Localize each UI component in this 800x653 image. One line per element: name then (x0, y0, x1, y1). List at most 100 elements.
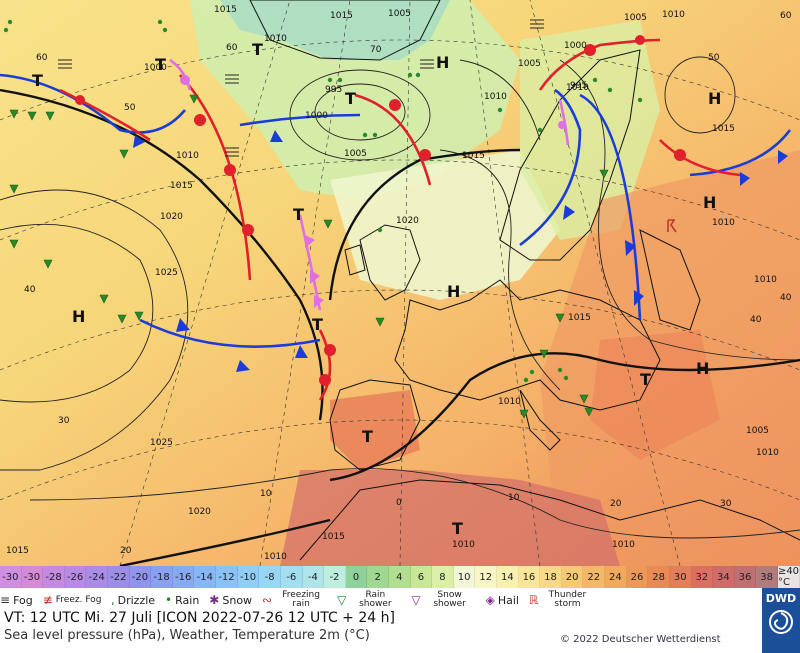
legend-swatch: -20 (129, 566, 152, 588)
legend-swatch: -22 (108, 566, 130, 588)
legend-swatch: -8 (259, 566, 281, 588)
legend-swatch: 24 (605, 566, 627, 588)
legend-label: Drizzle (117, 593, 156, 607)
symbol-legend: ≡ Fog ≢ Freez. Fog ⸴ Drizzle • Rain ✱ Snow ∾ Freezi… (0, 588, 762, 612)
isobar-label: 1005 (518, 59, 541, 69)
dwd-logo-text: DWD (765, 592, 797, 605)
legend-swatch: 22 (583, 566, 606, 588)
legend-swatch: ≥40 °C (777, 566, 800, 588)
hail-icon: ◈ (485, 593, 495, 607)
graticule (0, 0, 800, 566)
legend-swatch: 16 (518, 566, 541, 588)
legend-swatch: 32 (691, 566, 714, 588)
latitude-label: 50 (124, 103, 136, 113)
legend-swatch: -10 (237, 566, 260, 588)
legend-freezing-rain: ∾ Freezing rain (262, 591, 327, 609)
isobar-label: 1010 (452, 540, 475, 550)
legend-swatch: -14 (194, 566, 217, 588)
map-subtitle: Sea level pressure (hPa), Weather, Tempe… (4, 628, 370, 643)
legend-swatch: 38 (756, 566, 778, 588)
rain-symbols (3, 19, 643, 383)
isobar-label: 1010 (484, 92, 507, 102)
thunderstorm-symbols (667, 219, 677, 233)
longitude-label: 70 (370, 45, 382, 55)
isobar-label: 1010 (612, 540, 635, 550)
latitude-label: 40 (750, 315, 762, 325)
legend-swatch: 6 (410, 566, 433, 588)
legend-swatch: -30 (21, 566, 44, 588)
legend-drizzle: ⸴ Drizzle (111, 592, 155, 609)
snow-shower-icon: ▽ (411, 593, 421, 607)
legend-label: Snow shower (433, 590, 466, 609)
high-center: H (703, 193, 716, 212)
legend-swatch: 4 (388, 566, 411, 588)
dwd-swirl-icon (769, 610, 793, 634)
legend-swatch: 26 (626, 566, 649, 588)
legend-hail: ◈ Hail (486, 593, 519, 607)
legend-swatch: 12 (475, 566, 498, 588)
legend-label: Fog (13, 593, 33, 607)
isobar-label: 1010 (264, 34, 287, 44)
legend-label: Rain shower (359, 590, 392, 609)
legend-swatch: 34 (713, 566, 735, 588)
cold-front-markers (133, 130, 788, 372)
longitude-label: 10 (260, 489, 272, 499)
longitude-label: 50 (708, 53, 720, 63)
isobar-label: 1020 (160, 212, 183, 222)
longitude-label: 0 (396, 498, 402, 508)
fog-icon: ≡ (0, 593, 11, 607)
latitude-label: 60 (226, 43, 238, 53)
high-center: H (447, 282, 460, 301)
isobar-label: 1015 (330, 11, 353, 21)
legend-snow-shower: ▽ Snow shower (411, 591, 475, 609)
latitude-label: 60 (36, 53, 48, 63)
coastlines (249, 0, 800, 561)
longitude-label: 10 (508, 493, 520, 503)
legend-swatch: 2 (367, 566, 389, 588)
legend-thunderstorm: ℝ Thunder storm (529, 591, 594, 609)
freezing-rain-icon: ∾ (262, 593, 273, 607)
isobar-label: 1010 (176, 151, 199, 161)
legend-swatch: -24 (86, 566, 109, 588)
isobar-label: 1015 (462, 151, 485, 161)
high-center: H (708, 89, 721, 108)
isobar-label: 1015 (712, 124, 735, 134)
high-center: H (696, 359, 709, 378)
pressure-centers: H H H H H H T T T T T T T T T (32, 40, 721, 538)
isobar-label: 1025 (150, 438, 173, 448)
isobar-label: 1000 (564, 41, 587, 51)
longitude-label: 40 (780, 293, 792, 303)
isobar-label: 1000 (144, 63, 167, 73)
isobar-label: 1005 (344, 149, 367, 159)
low-center: T (362, 427, 373, 446)
rain-shower-symbols (9, 94, 609, 419)
longitude-label: 30 (720, 499, 732, 509)
isobar-label: 1020 (188, 507, 211, 517)
legend-swatch: -2 (324, 566, 346, 588)
drizzle-icon: ⸴ (111, 593, 115, 608)
legend-swatch: -4 (302, 566, 325, 588)
legend-rain: • Rain (165, 593, 199, 607)
warm-front-markers (75, 35, 686, 386)
latitude-label: 20 (120, 546, 132, 556)
isobar-label: 1010 (754, 275, 777, 285)
copyright: © 2022 Deutscher Wetterdienst (560, 634, 721, 645)
isobar-label: 1015 (214, 5, 237, 15)
fog-symbols (58, 19, 544, 157)
legend-label: Freez. Fog (55, 594, 102, 605)
isobar-label: 1010 (756, 448, 779, 458)
freezing-fog-icon: ≢ (42, 593, 53, 607)
isobar-label: 1015 (170, 181, 193, 191)
legend-swatch: 18 (540, 566, 562, 588)
longitude-label: 20 (610, 499, 622, 509)
latitude-label: 30 (58, 416, 70, 426)
isobar-labels: 1015 1010 1005 1000 995 1015 1010 1005 1… (6, 5, 779, 562)
isobar-label: 1015 (6, 546, 29, 556)
low-center: T (32, 71, 43, 90)
legend-label: Freezing rain (282, 590, 320, 609)
legend-freezing-fog: ≢ Freez. Fog (43, 593, 102, 607)
isobar-label: 1015 (568, 313, 591, 323)
weather-map: H H H H H H T T T T T T T T T 1015 1010 … (0, 0, 800, 566)
legend-swatch: 30 (669, 566, 692, 588)
low-center: T (293, 205, 304, 224)
